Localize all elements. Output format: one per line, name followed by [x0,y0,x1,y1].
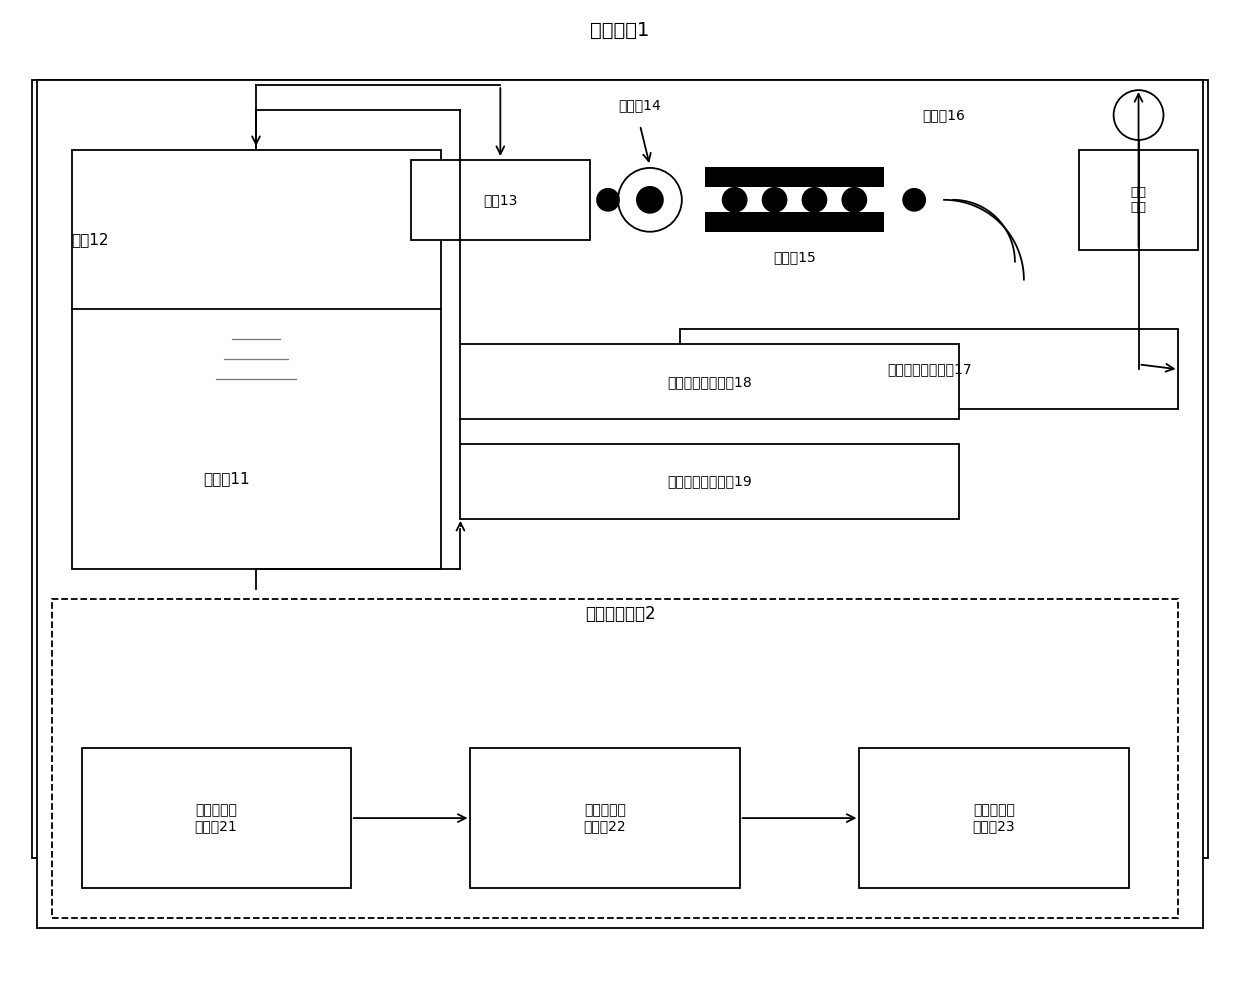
Circle shape [618,168,682,231]
Text: 第一驱动控
制单元23: 第一驱动控 制单元23 [972,803,1016,833]
Bar [32,80,1208,858]
Bar [82,749,351,888]
Text: 墨滴电荷检测设备17: 墨滴电荷检测设备17 [887,362,971,377]
Bar [704,167,884,187]
Text: 墨水黏度检测设备19: 墨水黏度检测设备19 [667,475,753,489]
Bar [859,749,1128,888]
Text: 回收管16: 回收管16 [923,108,966,122]
Text: 墨水箱11: 墨水箱11 [203,472,249,487]
Bar [1079,150,1198,249]
Text: 第一数据处
理单元22: 第一数据处 理单元22 [584,803,626,833]
Bar [680,329,1178,409]
Bar [704,213,884,232]
Circle shape [903,189,925,211]
Bar [460,444,959,519]
Circle shape [802,188,826,212]
Circle shape [1114,90,1163,140]
Circle shape [723,188,746,212]
Bar [460,344,959,419]
Text: 充电极14: 充电极14 [619,98,661,112]
Circle shape [842,188,867,212]
Text: 喷嘴13: 喷嘴13 [484,193,517,207]
Circle shape [763,188,786,212]
Bar [52,598,1178,918]
Text: 墨管12: 墨管12 [72,232,109,247]
Bar [72,150,440,569]
Text: 驱动控制模块2: 驱动控制模块2 [585,604,655,623]
Bar [37,80,1203,928]
Bar [470,749,740,888]
Text: 第一数据接
收单元21: 第一数据接 收单元21 [195,803,238,833]
Circle shape [637,187,663,213]
Text: 喷墨系统1: 喷墨系统1 [590,21,650,40]
Text: 待喷
印物: 待喷 印物 [1131,186,1147,214]
Circle shape [598,189,619,211]
Text: 偏转板15: 偏转板15 [773,250,816,264]
Bar [410,160,590,239]
Text: 墨水温度检测设备18: 墨水温度检测设备18 [667,375,753,389]
